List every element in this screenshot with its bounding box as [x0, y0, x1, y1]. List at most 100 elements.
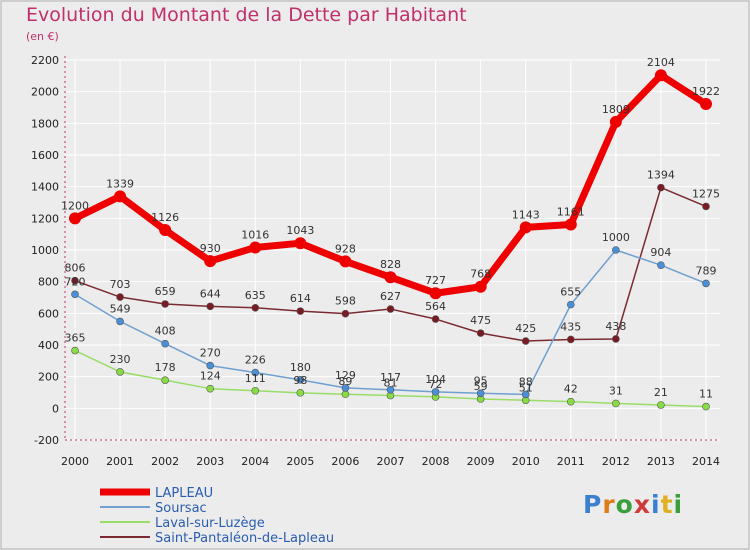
data-label-laval-sur-luzege: 42 [564, 383, 578, 396]
data-label-soursac: 1000 [602, 231, 630, 244]
data-point-laval-sur-luzege [566, 397, 575, 406]
data-point-lapleau [384, 271, 397, 284]
x-tick-label: 2009 [467, 455, 495, 468]
data-label-lapleau: 1143 [512, 208, 540, 221]
data-point-soursac [296, 376, 305, 384]
data-point-laval-sur-luzege [206, 384, 215, 393]
data-point-saint-pantaleon-de-lapleau [296, 307, 305, 315]
data-label-laval-sur-luzege: 21 [654, 386, 668, 399]
data-label-laval-sur-luzege: 98 [293, 374, 307, 387]
data-label-saint-pantaleon-de-lapleau: 425 [515, 322, 536, 335]
data-point-lapleau [519, 221, 532, 234]
logo-letter: t [660, 490, 674, 519]
y-tick-label: 600 [38, 307, 59, 320]
proxiti-logo: Proxiti [583, 490, 683, 519]
y-tick-label: 1400 [31, 181, 59, 194]
data-label-soursac: 226 [245, 354, 266, 367]
data-label-soursac: 789 [696, 264, 717, 277]
data-label-laval-sur-luzege: 111 [245, 372, 266, 385]
data-label-soursac: 104 [425, 373, 446, 386]
x-tick-label: 2002 [151, 455, 179, 468]
y-tick-label: 200 [38, 371, 59, 384]
data-point-soursac [251, 368, 260, 377]
y-tick-label: 400 [38, 339, 59, 352]
y-tick-label: 1800 [31, 117, 59, 130]
data-point-lapleau [474, 280, 487, 293]
data-label-lapleau: 2104 [647, 56, 675, 69]
data-point-lapleau [114, 190, 127, 203]
y-tick-label: 1600 [31, 149, 59, 162]
data-point-lapleau [429, 287, 442, 300]
data-point-soursac [476, 389, 485, 398]
x-tick-label: 2010 [512, 455, 540, 468]
data-point-soursac [612, 246, 620, 254]
data-point-laval-sur-luzege [657, 401, 665, 409]
x-tick-label: 2000 [61, 455, 89, 468]
data-point-soursac [702, 279, 710, 288]
logo-letter: o [615, 490, 634, 519]
data-label-saint-pantaleon-de-lapleau: 438 [605, 320, 626, 333]
data-point-lapleau [339, 255, 352, 268]
data-point-saint-pantaleon-de-lapleau [431, 315, 440, 323]
data-point-lapleau [249, 241, 262, 254]
x-tick-label: 2006 [331, 455, 359, 468]
data-label-lapleau: 727 [425, 274, 446, 287]
data-label-laval-sur-luzege: 124 [200, 370, 221, 383]
data-point-saint-pantaleon-de-lapleau [476, 329, 485, 337]
data-label-lapleau: 1043 [286, 224, 314, 237]
data-label-saint-pantaleon-de-lapleau: 635 [245, 289, 266, 302]
data-label-saint-pantaleon-de-lapleau: 644 [200, 287, 221, 300]
x-tick-label: 2011 [557, 455, 585, 468]
data-point-laval-sur-luzege [71, 346, 79, 355]
data-point-saint-pantaleon-de-lapleau [116, 293, 124, 301]
legend-label-saint-pantaleon-de-lapleau: Saint-Pantaléon-de-Lapleau [155, 531, 334, 546]
x-tick-label: 2008 [422, 455, 450, 468]
data-label-soursac: 129 [335, 369, 356, 382]
data-point-laval-sur-luzege [251, 386, 260, 395]
data-label-saint-pantaleon-de-lapleau: 475 [470, 314, 491, 327]
data-point-soursac [161, 339, 169, 348]
data-point-laval-sur-luzege [341, 390, 350, 399]
data-label-laval-sur-luzege: 51 [519, 381, 533, 394]
data-label-saint-pantaleon-de-lapleau: 659 [155, 285, 176, 298]
data-label-lapleau: 1809 [602, 103, 630, 116]
data-point-saint-pantaleon-de-lapleau [521, 337, 530, 345]
data-point-saint-pantaleon-de-lapleau [386, 305, 395, 313]
x-tick-label: 2004 [241, 455, 269, 468]
data-label-saint-pantaleon-de-lapleau: 564 [425, 300, 446, 313]
data-label-lapleau: 828 [380, 258, 401, 271]
data-point-saint-pantaleon-de-lapleau [566, 335, 575, 344]
data-label-laval-sur-luzege: 178 [155, 361, 176, 374]
data-label-lapleau: 928 [335, 242, 356, 255]
data-point-lapleau [204, 255, 217, 268]
data-label-saint-pantaleon-de-lapleau: 614 [290, 292, 311, 305]
data-label-saint-pantaleon-de-lapleau: 703 [110, 278, 131, 291]
data-label-saint-pantaleon-de-lapleau: 806 [65, 262, 86, 275]
data-label-soursac: 549 [110, 302, 131, 315]
data-point-laval-sur-luzege [116, 368, 124, 376]
data-point-laval-sur-luzege [296, 389, 305, 397]
data-point-soursac [116, 317, 124, 326]
x-tick-label: 2012 [602, 455, 630, 468]
data-point-soursac [566, 300, 575, 309]
y-tick-label: 800 [38, 276, 59, 289]
data-point-lapleau [700, 98, 712, 111]
data-point-soursac [386, 386, 395, 394]
data-point-lapleau [159, 224, 172, 237]
data-point-soursac [431, 388, 440, 396]
data-point-soursac [206, 361, 215, 370]
data-point-laval-sur-luzege [702, 402, 710, 411]
logo-letter: r [602, 490, 616, 519]
data-point-saint-pantaleon-de-lapleau [206, 302, 215, 311]
data-label-laval-sur-luzege: 89 [338, 375, 352, 388]
logo-letter: i [651, 490, 661, 519]
data-label-soursac: 904 [650, 246, 671, 259]
x-tick-label: 2005 [286, 455, 314, 468]
data-point-lapleau [654, 69, 667, 82]
data-label-laval-sur-luzege: 81 [384, 377, 398, 390]
chart-subtitle: (en €) [26, 30, 59, 43]
data-label-laval-sur-luzege: 365 [65, 332, 86, 345]
data-label-laval-sur-luzege: 230 [110, 353, 131, 366]
logo-letter: P [583, 490, 603, 519]
